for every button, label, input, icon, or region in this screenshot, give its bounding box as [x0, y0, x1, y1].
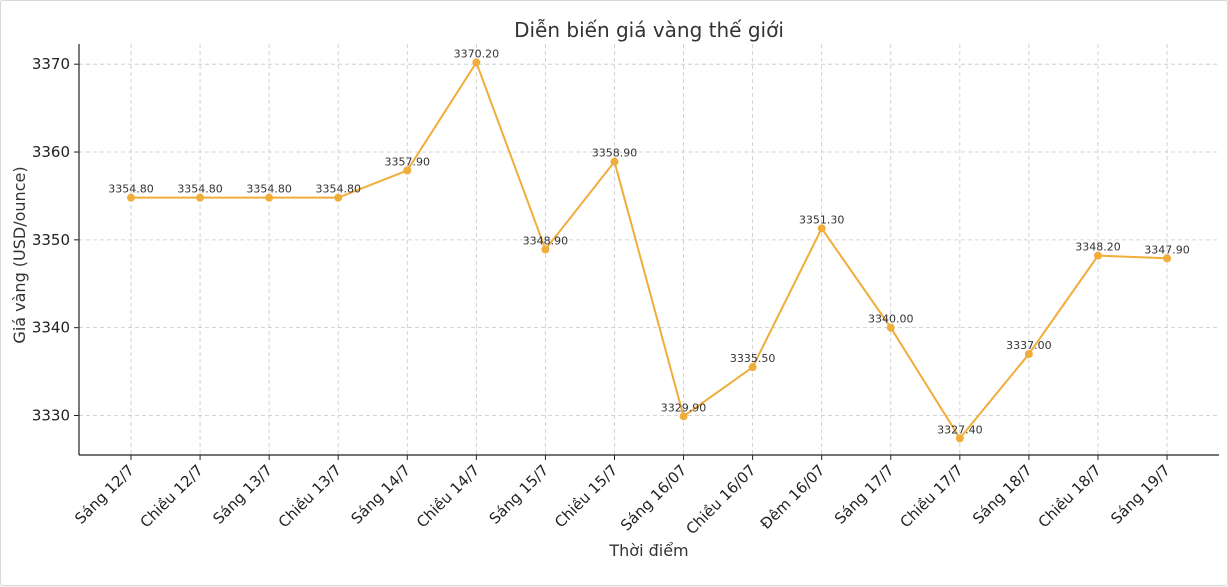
data-label: 3354.80	[246, 183, 292, 196]
x-tick-label: Sáng 18/7	[969, 461, 1036, 528]
y-tick-label: 3360	[32, 143, 70, 161]
data-point	[196, 193, 205, 202]
y-tick-label: 3350	[32, 231, 70, 249]
data-point	[127, 193, 135, 202]
series-line	[131, 60, 1168, 441]
data-label: 3327.40	[937, 423, 983, 436]
data-label: 3354.80	[108, 183, 154, 196]
data-point	[334, 193, 343, 202]
data-label: 3348.90	[523, 235, 569, 248]
data-point	[1024, 350, 1033, 359]
data-point	[403, 166, 412, 175]
grid	[79, 44, 1219, 455]
data-point	[265, 193, 274, 202]
data-label: 3370.20	[454, 47, 500, 60]
x-tick-label: Chiều 17/7	[896, 461, 966, 531]
data-labels: 3354.80 3354.80 3354.80 3354.80 3357.90 3370.…	[108, 47, 1190, 436]
y-tick-label: 3330	[32, 406, 70, 424]
data-point	[1163, 254, 1172, 263]
x-tick-label: Đêm 16/07	[757, 461, 829, 533]
x-tick-label: Chiều 15/7	[551, 461, 621, 531]
data-label: 3335.50	[730, 352, 776, 365]
data-point	[679, 412, 688, 421]
data-point	[817, 224, 826, 233]
y-tick-label: 3340	[32, 319, 70, 337]
x-tick-label: Chiều 16/07	[682, 461, 759, 538]
data-point	[955, 434, 964, 443]
y-tick-label: 3370	[32, 55, 70, 73]
data-point	[748, 363, 757, 372]
x-tick-label: Sáng 14/7	[347, 461, 414, 528]
chart-title: Diễn biến giá vàng thế giới	[514, 18, 784, 42]
x-tick-label: Sáng 12/7	[71, 461, 138, 528]
data-label: 3354.80	[177, 183, 223, 196]
x-tick-label: Sáng 16/07	[617, 461, 690, 534]
y-axis-ticks: 3330 3340 3350 3360 3370	[32, 55, 79, 424]
x-axis-label: Thời điểm	[608, 541, 688, 560]
data-label: 3340.00	[868, 313, 914, 326]
axes	[78, 44, 1219, 456]
data-label: 3358.90	[592, 147, 638, 160]
data-label: 3351.30	[799, 213, 845, 226]
x-tick-label: Sáng 13/7	[209, 461, 276, 528]
data-label: 3357.90	[385, 155, 431, 168]
x-tick-label: Sáng 17/7	[831, 461, 898, 528]
data-points	[127, 58, 1172, 443]
data-label: 3347.90	[1144, 243, 1190, 256]
data-point	[886, 323, 895, 332]
y-axis-label: Giá vàng (USD/ounce)	[10, 166, 29, 343]
x-tick-label: Chiều 13/7	[275, 461, 345, 531]
data-label: 3337.00	[1006, 339, 1052, 352]
x-tick-label: Chiều 14/7	[413, 461, 483, 531]
data-point	[472, 58, 481, 67]
data-point	[541, 245, 550, 254]
data-point	[1093, 251, 1102, 260]
data-label: 3354.80	[315, 183, 361, 196]
x-tick-label: Sáng 19/7	[1107, 461, 1174, 528]
data-label: 3329.90	[661, 401, 707, 414]
data-label: 3348.20	[1075, 241, 1121, 254]
x-tick-label: Chiều 18/7	[1035, 461, 1105, 531]
data-point	[610, 157, 619, 166]
x-tick-label: Sáng 15/7	[486, 461, 553, 528]
x-tick-label: Chiều 12/7	[137, 461, 207, 531]
